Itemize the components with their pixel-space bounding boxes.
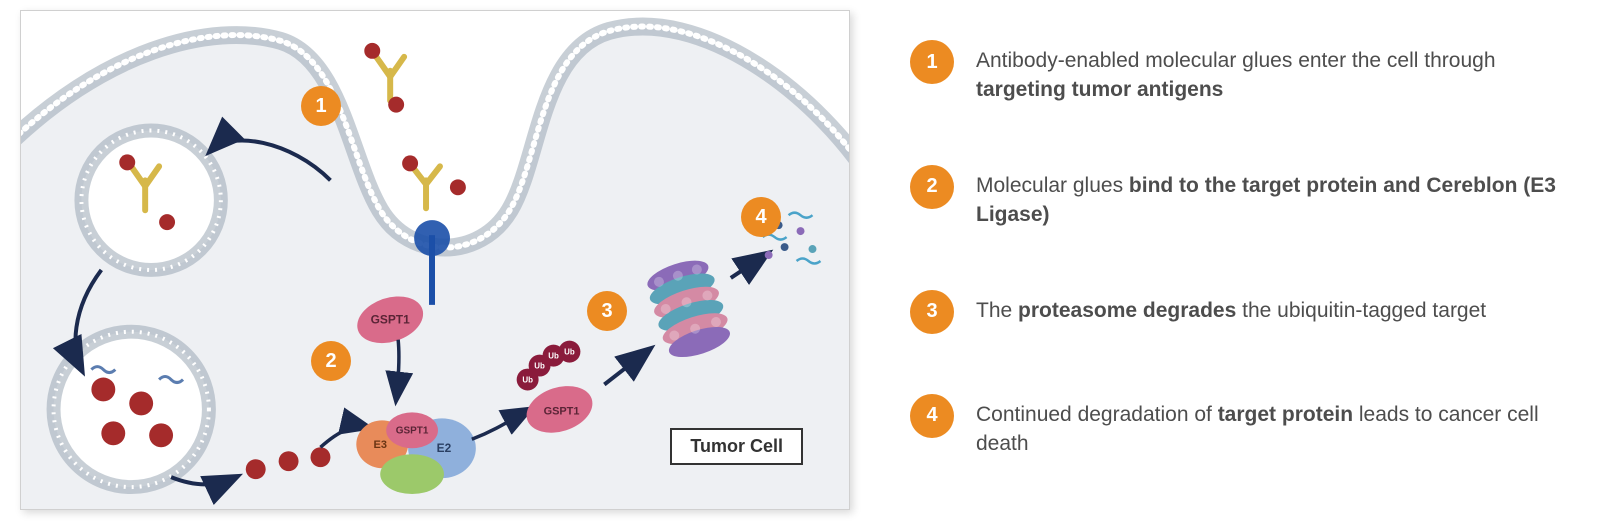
step-badge-1: 1 <box>301 86 341 126</box>
legend: 1 Antibody-enabled molecular glues enter… <box>850 10 1585 478</box>
svg-text:Ub: Ub <box>564 348 575 357</box>
svg-text:Ub: Ub <box>548 352 559 361</box>
legend-badge-4: 4 <box>910 394 954 438</box>
e2-label: E2 <box>437 441 452 455</box>
legend-badge-2: 2 <box>910 165 954 209</box>
gspt1-complex-label: GSPT1 <box>396 425 429 436</box>
legend-item-2: 2 Molecular glues bind to the target pro… <box>910 165 1565 230</box>
legend-item-4: 4 Continued degradation of target protei… <box>910 394 1565 459</box>
step-badge-3: 3 <box>587 291 627 331</box>
legend-item-1: 1 Antibody-enabled molecular glues enter… <box>910 40 1565 105</box>
gspt1-ub-label: GSPT1 <box>544 405 580 417</box>
svg-text:Ub: Ub <box>522 376 533 385</box>
legend-text-3: The proteasome degrades the ubiquitin-ta… <box>976 290 1486 325</box>
legend-text-4: Continued degradation of target protein … <box>976 394 1565 459</box>
gspt1-label: GSPT1 <box>371 313 411 327</box>
e3-label: E3 <box>374 439 387 451</box>
legend-text-2: Molecular glues bind to the target prote… <box>976 165 1565 230</box>
legend-item-3: 3 The proteasome degrades the ubiquitin-… <box>910 290 1565 334</box>
diagram-panel: GSPT1 E3 E2 GSPT1 GSPT1 Ub Ub Ub Ub <box>20 10 850 510</box>
step-badge-2: 2 <box>311 341 351 381</box>
legend-badge-3: 3 <box>910 290 954 334</box>
legend-text-1: Antibody-enabled molecular glues enter t… <box>976 40 1565 105</box>
tumor-cell-label: Tumor Cell <box>670 428 803 465</box>
step-badge-4: 4 <box>741 197 781 237</box>
legend-badge-1: 1 <box>910 40 954 84</box>
svg-text:Ub: Ub <box>534 362 545 371</box>
